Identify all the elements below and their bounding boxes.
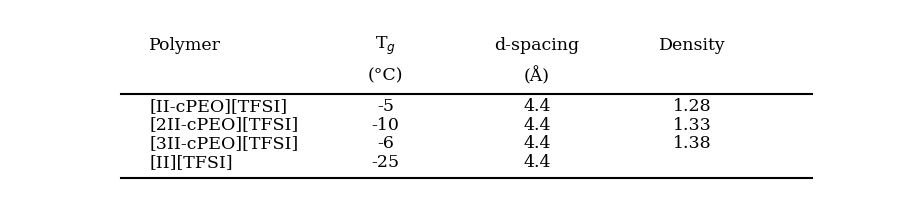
- Text: 1.33: 1.33: [672, 116, 712, 133]
- Text: [2II-cPEO][TFSI]: [2II-cPEO][TFSI]: [149, 116, 298, 133]
- Text: 4.4: 4.4: [523, 97, 551, 114]
- Text: -10: -10: [371, 116, 399, 133]
- Text: -6: -6: [377, 135, 394, 152]
- Text: -5: -5: [377, 97, 394, 114]
- Text: T$_g$: T$_g$: [375, 34, 396, 56]
- Text: (°C): (°C): [368, 67, 403, 84]
- Text: (Å): (Å): [524, 66, 550, 85]
- Text: [3II-cPEO][TFSI]: [3II-cPEO][TFSI]: [149, 135, 298, 152]
- Text: 4.4: 4.4: [523, 135, 551, 152]
- Text: 4.4: 4.4: [523, 153, 551, 170]
- Text: -25: -25: [371, 153, 399, 170]
- Text: Density: Density: [659, 37, 725, 54]
- Text: Polymer: Polymer: [149, 37, 221, 54]
- Text: 1.28: 1.28: [672, 97, 712, 114]
- Text: 4.4: 4.4: [523, 116, 551, 133]
- Text: d-spacing: d-spacing: [494, 37, 580, 54]
- Text: [II][TFSI]: [II][TFSI]: [149, 153, 233, 170]
- Text: 1.38: 1.38: [672, 135, 712, 152]
- Text: [II-cPEO][TFSI]: [II-cPEO][TFSI]: [149, 97, 288, 114]
